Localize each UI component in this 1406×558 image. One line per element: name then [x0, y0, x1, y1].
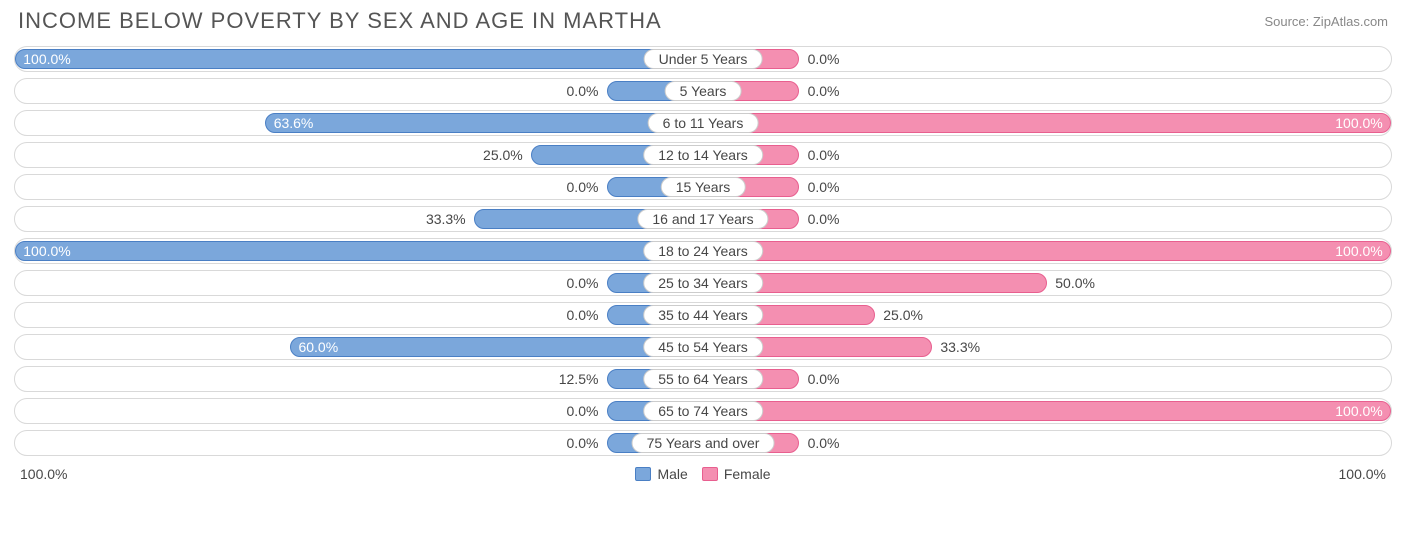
male-pct-label: 0.0% — [567, 179, 599, 195]
female-pct-label: 100.0% — [1335, 243, 1382, 259]
male-pct-label: 33.3% — [426, 211, 466, 227]
female-pct-label: 33.3% — [940, 339, 980, 355]
female-pct-label: 0.0% — [808, 371, 840, 387]
female-pct-label: 100.0% — [1335, 403, 1382, 419]
row-track: 25 to 34 Years 0.0% 50.0% — [14, 270, 1392, 296]
chart-header: INCOME BELOW POVERTY BY SEX AND AGE IN M… — [14, 8, 1392, 34]
legend-label: Female — [724, 466, 771, 482]
row-track: 35 to 44 Years 0.0% 25.0% — [14, 302, 1392, 328]
male-pct-label: 0.0% — [567, 275, 599, 291]
bar-male — [15, 241, 703, 261]
legend-label: Male — [657, 466, 687, 482]
male-pct-label: 63.6% — [274, 115, 314, 131]
chart-footer: 100.0% Male Female 100.0% — [14, 466, 1392, 482]
female-pct-label: 100.0% — [1335, 115, 1382, 131]
chart-source: Source: ZipAtlas.com — [1264, 14, 1388, 29]
age-label: 55 to 64 Years — [643, 369, 763, 389]
age-label: 18 to 24 Years — [643, 241, 763, 261]
age-label: Under 5 Years — [644, 49, 763, 69]
age-label: 65 to 74 Years — [643, 401, 763, 421]
male-pct-label: 25.0% — [483, 147, 523, 163]
age-label: 75 Years and over — [632, 433, 775, 453]
age-label: 25 to 34 Years — [643, 273, 763, 293]
female-pct-label: 0.0% — [808, 211, 840, 227]
age-label: 6 to 11 Years — [648, 113, 759, 133]
male-pct-label: 12.5% — [559, 371, 599, 387]
row-track: 55 to 64 Years 12.5% 0.0% — [14, 366, 1392, 392]
age-label: 35 to 44 Years — [643, 305, 763, 325]
axis-left-label: 100.0% — [20, 466, 67, 482]
row-track: 75 Years and over 0.0% 0.0% — [14, 430, 1392, 456]
row-track: 18 to 24 Years 100.0% 100.0% — [14, 238, 1392, 264]
female-pct-label: 0.0% — [808, 179, 840, 195]
bar-female — [703, 113, 1391, 133]
row-track: 15 Years 0.0% 0.0% — [14, 174, 1392, 200]
bar-female — [703, 401, 1391, 421]
age-label: 15 Years — [661, 177, 746, 197]
legend: Male Female — [635, 466, 770, 482]
row-track: Under 5 Years 100.0% 0.0% — [14, 46, 1392, 72]
row-track: 6 to 11 Years 63.6% 100.0% — [14, 110, 1392, 136]
age-label: 16 and 17 Years — [637, 209, 768, 229]
chart-rows: Under 5 Years 100.0% 0.0% 5 Years 0.0% 0.0% 6 … — [14, 46, 1392, 456]
chart-title: INCOME BELOW POVERTY BY SEX AND AGE IN M… — [18, 8, 662, 34]
row-track: 16 and 17 Years 33.3% 0.0% — [14, 206, 1392, 232]
male-pct-label: 0.0% — [567, 435, 599, 451]
chart-container: INCOME BELOW POVERTY BY SEX AND AGE IN M… — [0, 0, 1406, 558]
female-pct-label: 0.0% — [808, 147, 840, 163]
bar-male — [290, 337, 703, 357]
axis-right-label: 100.0% — [1339, 466, 1386, 482]
row-track: 12 to 14 Years 25.0% 0.0% — [14, 142, 1392, 168]
female-pct-label: 0.0% — [808, 51, 840, 67]
row-track: 45 to 54 Years 60.0% 33.3% — [14, 334, 1392, 360]
bar-male — [265, 113, 703, 133]
bar-female — [703, 241, 1391, 261]
bar-male — [15, 49, 703, 69]
male-pct-label: 0.0% — [567, 403, 599, 419]
age-label: 45 to 54 Years — [643, 337, 763, 357]
row-track: 65 to 74 Years 0.0% 100.0% — [14, 398, 1392, 424]
legend-swatch — [702, 467, 718, 481]
male-pct-label: 0.0% — [567, 83, 599, 99]
female-pct-label: 0.0% — [808, 435, 840, 451]
age-label: 5 Years — [665, 81, 742, 101]
female-pct-label: 25.0% — [883, 307, 923, 323]
male-pct-label: 60.0% — [298, 339, 338, 355]
row-track: 5 Years 0.0% 0.0% — [14, 78, 1392, 104]
male-pct-label: 0.0% — [567, 307, 599, 323]
age-label: 12 to 14 Years — [643, 145, 763, 165]
male-pct-label: 100.0% — [23, 51, 70, 67]
legend-item: Female — [702, 466, 771, 482]
legend-swatch — [635, 467, 651, 481]
female-pct-label: 0.0% — [808, 83, 840, 99]
female-pct-label: 50.0% — [1055, 275, 1095, 291]
male-pct-label: 100.0% — [23, 243, 70, 259]
legend-item: Male — [635, 466, 687, 482]
